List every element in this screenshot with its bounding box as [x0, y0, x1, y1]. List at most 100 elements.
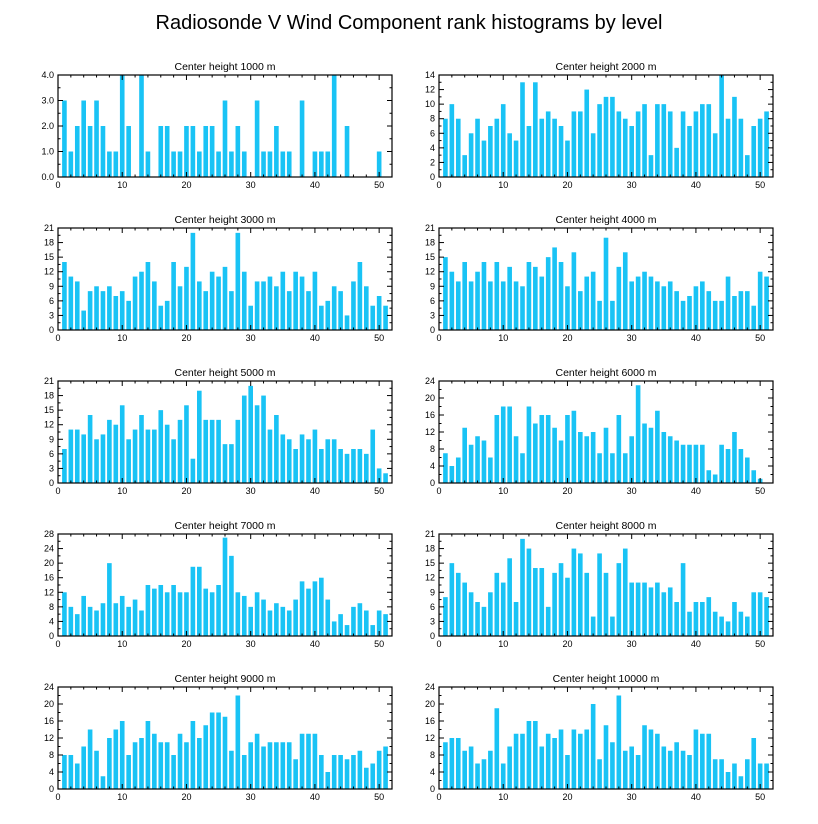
x-tick-label: 10 — [498, 333, 508, 343]
bar — [331, 75, 337, 177]
x-tick-label: 20 — [562, 333, 572, 343]
x-tick-label: 50 — [755, 180, 765, 190]
y-tick-label: 9 — [430, 281, 435, 291]
bar — [383, 305, 388, 330]
bar — [280, 271, 286, 330]
x-tick-label: 10 — [117, 639, 127, 649]
bar — [642, 271, 647, 330]
bar — [158, 742, 164, 789]
bar — [229, 291, 234, 330]
bar — [488, 281, 493, 330]
bar — [642, 104, 647, 177]
bar — [680, 300, 686, 330]
bar — [725, 276, 731, 330]
bar — [725, 449, 731, 483]
bar — [68, 755, 74, 789]
x-tick-label: 50 — [755, 486, 765, 496]
bar — [152, 281, 157, 330]
bar — [725, 772, 731, 789]
bar — [764, 276, 769, 330]
bar — [745, 291, 750, 330]
bar — [126, 300, 131, 330]
y-tick-label: 3 — [49, 463, 54, 473]
bar — [667, 587, 673, 636]
y-tick-label: 4.0 — [41, 70, 54, 80]
bar — [764, 111, 769, 177]
bar — [100, 776, 106, 789]
y-tick-label: 18 — [44, 391, 54, 401]
bar — [622, 118, 628, 177]
x-tick-label: 10 — [498, 792, 508, 802]
x-tick-label: 50 — [374, 639, 384, 649]
bar — [693, 729, 699, 789]
bar — [597, 553, 602, 636]
x-tick-label: 50 — [755, 792, 765, 802]
bar — [764, 597, 769, 636]
bar — [494, 708, 500, 789]
y-tick-label: 0 — [49, 631, 54, 641]
bar — [578, 733, 583, 789]
bar — [757, 118, 763, 177]
bar — [513, 140, 519, 177]
x-tick-label: 20 — [181, 639, 191, 649]
bar — [700, 602, 705, 636]
bar — [68, 429, 74, 483]
bar — [145, 429, 151, 483]
x-tick-label: 20 — [181, 486, 191, 496]
bar — [113, 424, 119, 483]
bar — [370, 763, 376, 789]
x-tick-label: 30 — [627, 180, 637, 190]
bar — [319, 755, 324, 789]
x-tick-label: 40 — [310, 792, 320, 802]
bar — [475, 271, 480, 330]
bar — [145, 151, 151, 177]
bar — [376, 151, 382, 177]
bar — [475, 118, 480, 177]
bar — [674, 440, 679, 483]
bar — [558, 126, 564, 177]
bar — [177, 592, 183, 636]
bar — [94, 286, 99, 330]
bar — [331, 439, 337, 483]
y-tick-label: 8 — [430, 750, 435, 760]
y-tick-label: 16 — [425, 716, 435, 726]
bar — [661, 592, 667, 636]
bar — [376, 296, 382, 330]
panel-4: Center height 4000 m 0 10 20 30 40 50 0 3 6 9 12 15 1… — [425, 214, 774, 343]
bar — [119, 75, 125, 177]
y-tick-label: 3 — [430, 310, 435, 320]
bar — [738, 611, 744, 636]
bar — [274, 286, 279, 330]
x-tick-label: 40 — [310, 486, 320, 496]
bar — [139, 271, 144, 330]
bar — [81, 310, 86, 330]
bar — [357, 262, 363, 330]
bar — [319, 305, 324, 330]
bar — [590, 271, 596, 330]
bar — [513, 281, 519, 330]
bar — [62, 592, 67, 636]
y-tick-label: 2.0 — [41, 121, 54, 131]
bar — [190, 232, 196, 330]
y-tick-label: 12 — [44, 587, 54, 597]
bar — [462, 750, 467, 789]
bar — [712, 759, 718, 789]
bar — [635, 582, 641, 636]
bar — [197, 566, 202, 636]
bar — [203, 725, 209, 789]
bar — [235, 126, 241, 177]
bar — [732, 296, 737, 330]
y-tick-label: 0 — [430, 784, 435, 794]
bar — [751, 126, 757, 177]
bar — [725, 118, 731, 177]
bar — [700, 444, 705, 483]
y-tick-label: 24 — [425, 376, 435, 386]
bar — [642, 582, 647, 636]
bar — [325, 151, 331, 177]
bar — [299, 581, 305, 636]
bar — [565, 577, 570, 636]
bar — [552, 572, 557, 636]
bar — [113, 603, 119, 636]
y-tick-label: 12 — [425, 427, 435, 437]
y-tick-label: 21 — [44, 223, 54, 233]
